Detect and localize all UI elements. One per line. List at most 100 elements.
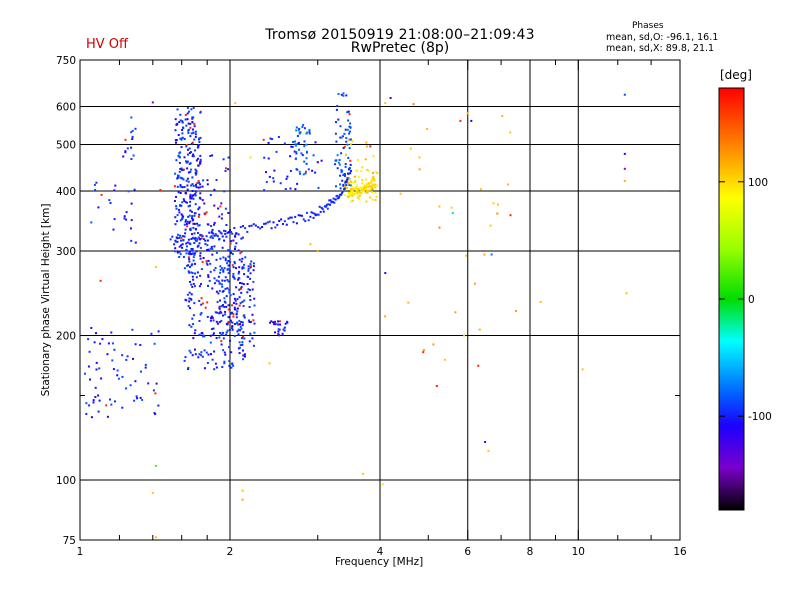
- data-point: [350, 184, 352, 187]
- data-point: [326, 207, 329, 210]
- data-point: [343, 185, 346, 188]
- data-point: [196, 271, 199, 274]
- data-point: [176, 108, 179, 111]
- data-point: [349, 163, 352, 166]
- data-point: [178, 121, 181, 123]
- data-point: [239, 344, 242, 347]
- data-point: [131, 135, 134, 138]
- data-point: [242, 358, 245, 361]
- data-point: [285, 177, 288, 180]
- data-point: [369, 185, 372, 188]
- data-point: [348, 179, 351, 181]
- data-point: [181, 186, 184, 189]
- data-point: [247, 288, 250, 291]
- data-point: [320, 159, 323, 162]
- data-point: [307, 168, 310, 171]
- data-point: [337, 197, 340, 199]
- data-point: [197, 356, 200, 359]
- data-point: [188, 324, 191, 327]
- data-point: [224, 287, 227, 290]
- data-point: [185, 249, 187, 252]
- data-point: [232, 275, 235, 278]
- data-point: [374, 183, 377, 186]
- data-point: [207, 284, 209, 287]
- data-point: [344, 153, 347, 156]
- data-point: [347, 181, 349, 184]
- data-point: [342, 174, 345, 177]
- data-point: [238, 352, 241, 355]
- data-point: [194, 212, 197, 215]
- data-point: [220, 343, 223, 346]
- data-point: [210, 235, 213, 238]
- data-point: [241, 257, 244, 260]
- data-point: [220, 311, 223, 314]
- data-point: [374, 186, 377, 189]
- data-point: [349, 143, 352, 146]
- data-point: [171, 235, 174, 238]
- data-point: [188, 152, 191, 154]
- data-point: [412, 103, 415, 106]
- data-point: [95, 368, 98, 371]
- data-point: [234, 235, 237, 238]
- data-point: [206, 249, 208, 252]
- data-point: [244, 355, 246, 358]
- data-point: [241, 489, 244, 492]
- data-point: [240, 337, 243, 340]
- data-point: [188, 110, 190, 113]
- data-point: [351, 194, 354, 197]
- data-point: [338, 159, 341, 161]
- data-point: [276, 223, 279, 226]
- data-point: [242, 331, 245, 334]
- data-point: [268, 175, 271, 178]
- data-point: [311, 169, 314, 172]
- data-point: [252, 280, 255, 283]
- data-point: [206, 263, 209, 266]
- data-point: [188, 163, 191, 165]
- data-point: [144, 363, 147, 366]
- data-point: [225, 305, 228, 308]
- data-point: [268, 362, 271, 365]
- data-point: [206, 362, 209, 364]
- data-point: [97, 410, 100, 413]
- data-point: [121, 375, 124, 378]
- data-point: [198, 285, 201, 288]
- data-point: [231, 304, 234, 307]
- data-point: [190, 142, 193, 145]
- data-point: [284, 322, 287, 325]
- data-point: [220, 333, 223, 336]
- data-point: [304, 172, 307, 175]
- data-point: [280, 218, 283, 221]
- data-point: [183, 267, 186, 270]
- data-point: [211, 154, 214, 157]
- data-point: [296, 168, 299, 171]
- data-point: [234, 245, 237, 248]
- data-point: [94, 386, 97, 389]
- data-point: [360, 186, 362, 189]
- data-point: [179, 185, 182, 188]
- data-point: [384, 272, 387, 274]
- data-point: [235, 232, 238, 235]
- data-point: [438, 205, 441, 208]
- data-point: [211, 228, 214, 231]
- data-point: [187, 148, 189, 151]
- data-point: [496, 212, 499, 215]
- data-point: [125, 218, 128, 221]
- data-point: [361, 179, 364, 181]
- data-point: [236, 322, 239, 325]
- data-point: [192, 278, 195, 281]
- data-point: [277, 320, 279, 323]
- data-point: [346, 178, 349, 181]
- data-point: [190, 264, 193, 267]
- data-point: [283, 142, 286, 145]
- data-point: [220, 305, 223, 308]
- data-point: [189, 200, 192, 203]
- data-point: [283, 220, 286, 223]
- data-point: [136, 397, 139, 400]
- data-point: [192, 197, 195, 200]
- data-point: [122, 155, 125, 158]
- data-point: [311, 211, 314, 214]
- data-point: [224, 310, 227, 313]
- data-point: [204, 243, 207, 245]
- data-point: [130, 227, 132, 230]
- data-point: [181, 132, 184, 135]
